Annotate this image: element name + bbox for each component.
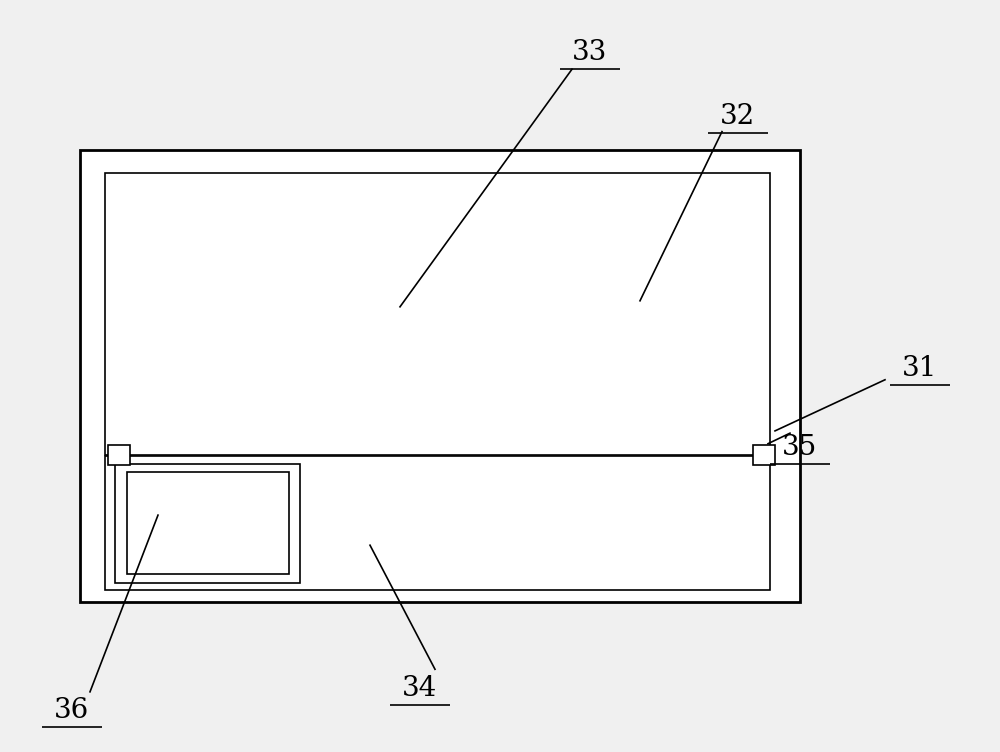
- Text: 34: 34: [402, 675, 438, 702]
- Bar: [105, 456, 770, 590]
- Text: 31: 31: [902, 355, 938, 382]
- Text: 33: 33: [572, 39, 608, 66]
- Text: 32: 32: [720, 103, 756, 130]
- Bar: [105, 173, 770, 455]
- Bar: [80, 150, 800, 602]
- Bar: [115, 464, 300, 583]
- Text: 36: 36: [54, 697, 90, 724]
- Bar: [127, 472, 289, 574]
- Bar: [108, 445, 130, 465]
- Bar: [753, 445, 775, 465]
- Text: 35: 35: [782, 434, 818, 461]
